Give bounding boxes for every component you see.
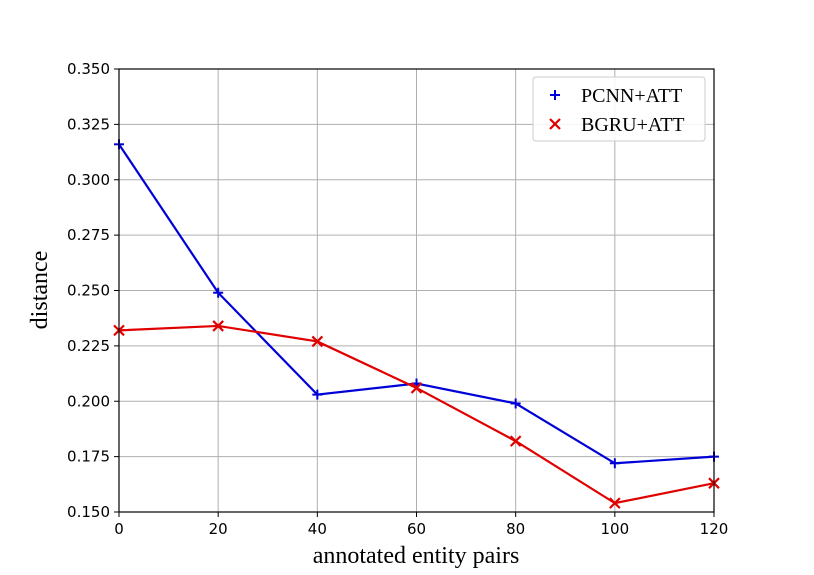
x-tick-label: 100 [601, 520, 630, 538]
y-tick-label: 0.175 [67, 448, 110, 466]
data-point-bgru-att [609, 497, 621, 509]
data-point-bgru-att [410, 382, 423, 394]
y-axis-title: distance [27, 251, 53, 330]
x-tick-label: 20 [209, 520, 228, 538]
x-axis-title: annotated entity pairs [313, 543, 520, 569]
x-tick-label: 80 [506, 520, 525, 538]
plot-frame [118, 68, 715, 513]
legend-marker [549, 118, 561, 130]
legend-label: PCNN+ATT [581, 85, 682, 107]
y-axis-ticks: 0.150 0.175 0.200 0.225 0.250 0.275 0.300 0.325… [67, 60, 119, 521]
y-tick-label: 0.300 [67, 171, 110, 189]
x-tick-label: 120 [700, 520, 729, 538]
y-tick-label: 0.225 [67, 337, 110, 355]
data-series [113, 139, 720, 509]
data-point-bgru-att [212, 320, 224, 332]
y-tick-label: 0.350 [67, 60, 110, 78]
data-point-pcnn-att [609, 458, 620, 469]
legend-box [532, 76, 706, 142]
data-point-pcnn-att [213, 287, 224, 298]
y-tick-label: 0.200 [67, 392, 110, 410]
data-point-bgru-att [311, 335, 324, 348]
y-tick-label: 0.250 [67, 282, 110, 300]
x-tick-label: 40 [308, 520, 327, 538]
x-tick-label: 60 [407, 520, 426, 538]
y-tick-label: 0.275 [67, 226, 110, 244]
grid-lines [118, 68, 715, 513]
x-tick-label: 0 [114, 520, 124, 538]
data-point-pcnn-att [510, 398, 521, 409]
legend: PCNN+ATT BGRU+ATT [532, 76, 706, 142]
y-tick-label: 0.150 [67, 503, 110, 521]
data-point-bgru-att [509, 435, 522, 447]
legend-marker [550, 90, 560, 100]
x-axis-ticks: 0 20 40 60 80 100 120 [114, 512, 728, 538]
legend-label: BGRU+ATT [581, 114, 685, 136]
data-point-pcnn-att [312, 389, 323, 400]
y-tick-label: 0.325 [67, 115, 110, 133]
